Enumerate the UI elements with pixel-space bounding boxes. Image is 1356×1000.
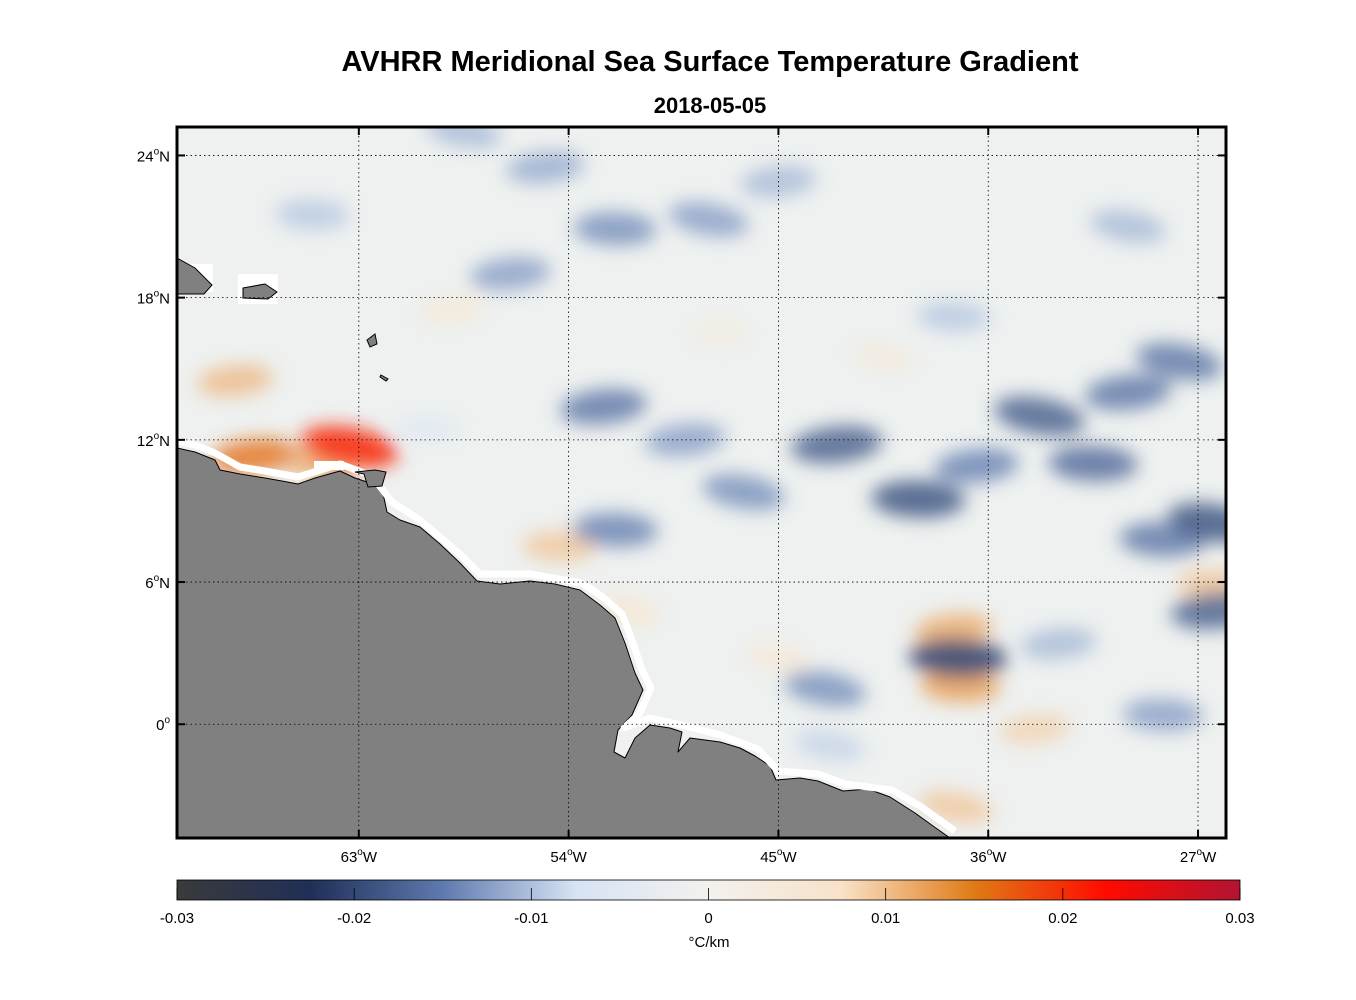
caribbean-islands — [177, 257, 389, 488]
anomaly-patch — [1167, 502, 1226, 543]
graticule — [177, 127, 1226, 838]
lat-tick-label: 24oN — [137, 146, 170, 165]
anomaly-patch — [1048, 445, 1138, 482]
anomaly-patch — [506, 151, 585, 184]
colorbar-units-label: °C/km — [689, 934, 730, 951]
colorbar-tick-label: 0 — [704, 910, 712, 927]
anomaly-patch — [920, 670, 1001, 703]
anomaly-patch — [908, 638, 1007, 678]
lat-tick-label: 18oN — [137, 289, 170, 308]
lon-tick-label: 27oW — [1180, 847, 1217, 866]
anomaly-patch — [301, 425, 398, 468]
anomaly-patch — [1090, 209, 1166, 244]
anomaly-patch — [470, 257, 551, 291]
anomaly-patch — [999, 714, 1071, 744]
anomaly-patch — [1122, 698, 1204, 732]
anomaly-patch — [426, 127, 502, 149]
anomaly-patch — [668, 201, 749, 237]
anomaly-patch — [784, 670, 866, 707]
lat-tick-label: 0o — [156, 715, 170, 734]
sst-gradient-field — [197, 127, 1226, 824]
lat-tick-label: 6oN — [145, 573, 170, 592]
chart-subtitle: 2018-05-05 — [653, 93, 767, 118]
lon-tick-label: 45oW — [760, 847, 797, 866]
anomaly-patch — [871, 480, 966, 518]
anomaly-patch — [1020, 627, 1097, 660]
colorbar-tick-label: -0.03 — [160, 910, 194, 927]
coastal-mask — [177, 437, 958, 834]
anomaly-patch — [794, 729, 866, 762]
anomaly-patch — [746, 643, 811, 673]
lon-tick-label: 36oW — [970, 847, 1007, 866]
anomaly-patch — [275, 199, 350, 230]
anomaly-patch — [645, 423, 726, 457]
anomaly-patch — [916, 301, 991, 332]
anomaly-patch — [522, 531, 597, 562]
lat-tick-label: 12oN — [137, 431, 170, 450]
anomaly-patch — [396, 414, 462, 442]
colorbar-tick-label: 0.02 — [1048, 910, 1077, 927]
anomaly-patch — [791, 425, 883, 464]
anomaly-patch — [419, 295, 485, 324]
anomaly-patch — [1177, 569, 1226, 600]
chart-title: AVHRR Meridional Sea Surface Temperature… — [341, 46, 1079, 78]
lon-tick-label: 54oW — [550, 847, 587, 866]
anomaly-patch — [1136, 342, 1223, 381]
anomaly-patch — [1171, 591, 1226, 630]
anomaly-patch — [934, 448, 1019, 484]
anomaly-patch — [994, 396, 1085, 436]
lon-tick-label: 63oW — [341, 847, 378, 866]
anomaly-patch — [702, 474, 785, 510]
anomaly-patch — [573, 212, 657, 246]
anomaly-patch — [560, 388, 647, 425]
colorbar-tick-label: 0.01 — [871, 910, 900, 927]
anomaly-patch — [1084, 374, 1172, 411]
anomaly-patch — [197, 364, 274, 397]
colorbar-tick-label: 0.03 — [1225, 910, 1254, 927]
colorbar-tick-label: -0.01 — [514, 910, 548, 927]
colorbar-tick-label: -0.02 — [337, 910, 371, 927]
anomaly-patch — [689, 320, 751, 346]
anomaly-patch — [914, 613, 993, 646]
axis-ticks: 63oW 54oW 45oW 36oW 27oW 24oN 18oN 12oN 6oN 0o — [137, 127, 1226, 866]
anomaly-patch — [572, 512, 658, 547]
map-frame — [175, 125, 1228, 840]
anomaly-patch — [852, 342, 915, 371]
colorbar-ticks: -0.03 -0.02 -0.01 0 0.01 0.02 0.03 — [160, 888, 1255, 927]
south-america-land — [177, 447, 951, 838]
